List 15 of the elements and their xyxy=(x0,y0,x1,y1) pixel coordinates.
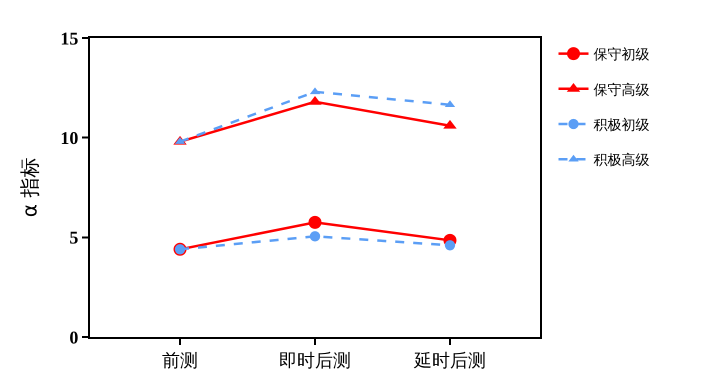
y-tick-label: 15 xyxy=(60,28,78,48)
point xyxy=(444,240,456,250)
legend-label: 保守高级 xyxy=(594,82,650,98)
x-tick-label: 延时后测 xyxy=(412,350,486,372)
y-tick-label: 0 xyxy=(69,327,78,348)
point xyxy=(308,216,322,229)
x-tick-label: 前测 xyxy=(162,350,198,372)
y-tick-label: 5 xyxy=(69,228,78,248)
y-axis-title: α 指标 xyxy=(17,158,42,218)
legend-label: 积极高级 xyxy=(594,152,650,169)
y-tick-label: 10 xyxy=(60,128,78,148)
point xyxy=(310,231,320,242)
x-tick-label: 即时后测 xyxy=(279,350,351,372)
legend-label: 保守初级 xyxy=(594,47,650,64)
legend-label: 积极初级 xyxy=(594,117,650,134)
